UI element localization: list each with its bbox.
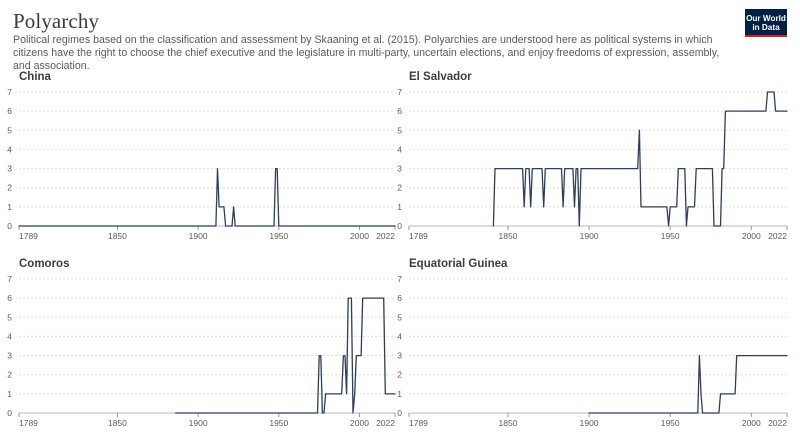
y-tick-label: 6 — [7, 106, 12, 116]
y-tick-label: 3 — [397, 164, 402, 174]
y-tick-label: 1 — [7, 202, 12, 212]
y-tick-label: 6 — [397, 106, 402, 116]
y-tick-label: 4 — [397, 331, 402, 341]
x-tick-label: 1850 — [108, 231, 127, 241]
y-tick-label: 7 — [7, 274, 12, 284]
x-tick-label: 1789 — [409, 231, 428, 241]
x-tick-label: 1900 — [189, 418, 208, 428]
chart-title: Polyarchy — [13, 9, 100, 33]
y-tick-label: 1 — [7, 389, 12, 399]
y-tick-label: 7 — [7, 87, 12, 97]
x-tick-label: 2000 — [350, 231, 369, 241]
y-tick-label: 3 — [397, 351, 402, 361]
series-line-equatorial-guinea — [588, 354, 788, 414]
y-tick-label: 5 — [397, 312, 402, 322]
panel-title: Equatorial Guinea — [409, 258, 508, 270]
panel-title: El Salvador — [409, 71, 472, 83]
y-tick-label: 0 — [7, 221, 12, 231]
y-tick-label: 4 — [7, 144, 12, 154]
x-tick-label: 1789 — [19, 231, 38, 241]
x-tick-label: 2022 — [376, 418, 395, 428]
chart-subtitle: Political regimes based on the classific… — [13, 34, 720, 72]
y-tick-label: 0 — [397, 408, 402, 418]
x-tick-label: 2000 — [350, 418, 369, 428]
y-tick-label: 6 — [7, 293, 12, 303]
owid-logo[interactable]: Our World in Data — [745, 9, 787, 37]
panel-title: China — [19, 71, 52, 83]
x-tick-label: 1789 — [409, 418, 428, 428]
x-tick-label: 2022 — [376, 231, 395, 241]
x-tick-label: 1950 — [269, 418, 288, 428]
x-tick-label: 2000 — [742, 418, 761, 428]
y-tick-label: 1 — [397, 202, 402, 212]
panel-comoros: Comoros 0 1 2 3 4 5 6 7 1789 1850 1900 1950 2000 2022 — [7, 258, 396, 428]
panel-title: Comoros — [19, 258, 69, 270]
y-tick-label: 2 — [397, 183, 402, 193]
x-tick-label: 1900 — [580, 231, 599, 241]
y-tick-label: 4 — [397, 144, 402, 154]
x-tick-label: 1900 — [189, 231, 208, 241]
y-tick-label: 5 — [397, 125, 402, 135]
y-tick-label: 5 — [7, 125, 12, 135]
y-tick-label: 5 — [7, 312, 12, 322]
series-line-el-salvador — [492, 91, 788, 227]
x-tick-label: 2000 — [742, 231, 761, 241]
panel-equatorial-guinea: Equatorial Guinea 0 1 2 3 4 5 6 7 1789 1850 1900 195… — [397, 258, 788, 428]
panel-china: China 0 1 2 3 4 5 6 7 1789 1850 1900 1950 2000 2022 — [7, 71, 396, 241]
x-tick-label: 1950 — [661, 231, 680, 241]
y-tick-label: 0 — [7, 408, 12, 418]
y-tick-label: 4 — [7, 331, 12, 341]
y-tick-label: 2 — [397, 370, 402, 380]
x-tick-label: 2022 — [768, 418, 787, 428]
y-tick-label: 0 — [397, 221, 402, 231]
logo-line-2: in Data — [752, 23, 780, 32]
series-line-comoros — [174, 297, 396, 414]
y-tick-label: 3 — [7, 164, 12, 174]
y-tick-label: 3 — [7, 351, 12, 361]
x-tick-label: 1850 — [499, 231, 518, 241]
y-tick-label: 1 — [397, 389, 402, 399]
series-line-china — [18, 167, 396, 227]
logo-line-1: Our World — [746, 14, 786, 23]
y-tick-label: 6 — [397, 293, 402, 303]
panel-el-salvador: El Salvador 0 1 2 3 4 5 6 7 1789 1850 1900 1950 2000 2… — [397, 71, 788, 241]
x-tick-label: 1850 — [108, 418, 127, 428]
x-tick-label: 2022 — [768, 231, 787, 241]
x-tick-label: 1950 — [661, 418, 680, 428]
y-tick-label: 2 — [7, 183, 12, 193]
x-tick-label: 1850 — [499, 418, 518, 428]
x-tick-label: 1900 — [580, 418, 599, 428]
y-tick-label: 2 — [7, 370, 12, 380]
y-tick-label: 7 — [397, 274, 402, 284]
x-tick-label: 1950 — [269, 231, 288, 241]
y-tick-label: 7 — [397, 87, 402, 97]
x-tick-label: 1789 — [19, 418, 38, 428]
